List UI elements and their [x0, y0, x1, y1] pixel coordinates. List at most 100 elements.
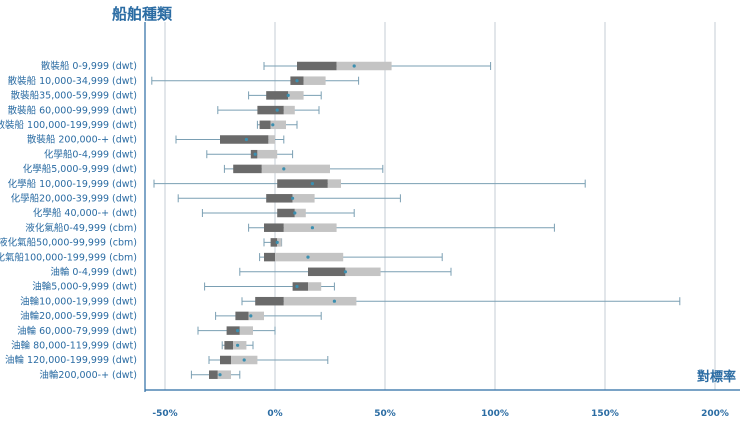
box-lower [224, 341, 234, 350]
mean-marker [352, 64, 356, 68]
category-label: 油輪 120,000-199,999 (dwt) [5, 354, 137, 366]
mean-marker [253, 152, 257, 156]
box-row [153, 179, 586, 188]
category-label: 油輪200,000-+ (dwt) [39, 369, 137, 381]
box-upper [283, 296, 357, 306]
box-row [239, 267, 452, 277]
box-upper [217, 370, 231, 379]
category-label: 液化氣船50,000-99,999 (cbm) [0, 237, 137, 249]
box-upper [288, 91, 304, 100]
box-lower [277, 208, 295, 218]
box-lower [226, 326, 240, 335]
mean-marker [275, 108, 279, 112]
mean-marker [236, 343, 240, 347]
x-tick-label: 100% [481, 409, 509, 419]
mean-marker [306, 255, 310, 259]
box-upper [327, 179, 341, 188]
box-upper [257, 149, 278, 159]
box-upper [270, 120, 286, 130]
mean-marker [275, 240, 279, 244]
box-lower [235, 311, 249, 321]
grid-lines [164, 22, 716, 390]
box-upper [233, 341, 247, 350]
box-row [208, 355, 329, 365]
category-label: 化學船 10,000-19,999 (dwt) [8, 178, 137, 190]
box-row [256, 120, 298, 130]
box-lower [259, 120, 271, 130]
box-lower [266, 194, 293, 203]
mean-marker [242, 358, 246, 362]
category-label: 油輪 0-4,999 (dwt) [50, 266, 137, 278]
x-tick-labels: -50% 0% 50% 100% 150% 200% [152, 409, 729, 419]
category-label: 散裝船 200,000-+ (dwt) [27, 134, 137, 146]
category-label: 散裝船35,000-59,999 (dwt) [11, 90, 137, 102]
box-lower [220, 355, 231, 365]
category-label: 化學船0-4,999 (dwt) [44, 148, 137, 160]
category-label: 油輪5,000-9,999 (dwt) [32, 281, 137, 293]
mean-marker [282, 167, 286, 171]
box-lower [264, 252, 275, 262]
box-row [175, 135, 285, 144]
box-row [177, 194, 401, 203]
chart-title: 船舶種類 [112, 5, 173, 23]
box-upper [268, 135, 275, 144]
mean-marker [286, 93, 290, 97]
category-label: 化學船20,000-39,999 (dwt) [11, 193, 137, 205]
box-row [248, 223, 555, 232]
box-lower [270, 238, 278, 247]
box-row [197, 326, 276, 335]
mean-marker [291, 196, 295, 200]
box-row [215, 311, 322, 321]
box-upper [261, 164, 330, 174]
box-lower [297, 61, 337, 71]
mean-marker [271, 123, 275, 127]
box-lower [255, 296, 284, 306]
category-label: 化學船5,000-9,999 (dwt) [23, 163, 137, 175]
box-row [221, 341, 254, 350]
box-row [151, 76, 360, 85]
box-row [217, 105, 320, 115]
mean-marker [249, 314, 253, 318]
x-axis-label: 對標率 [697, 369, 736, 385]
box-upper [345, 267, 381, 277]
mean-marker [293, 211, 297, 215]
box-row [263, 61, 492, 71]
box-upper [239, 326, 253, 335]
mean-marker [332, 299, 336, 303]
box-lower [233, 164, 262, 174]
category-label: 液化氣船0-49,999 (cbm) [25, 222, 137, 234]
box-upper [248, 311, 264, 321]
box-upper [308, 282, 322, 291]
category-label: 油輪20,000-59,999 (dwt) [20, 310, 137, 322]
category-labels: 散裝船 0-9,999 (dwt) 散裝船 10,000-34,999 (dwt)… [0, 60, 137, 381]
category-label: 散裝船 10,000-34,999 (dwt) [8, 75, 137, 87]
x-tick-label: 200% [701, 409, 729, 419]
box-row [204, 282, 335, 291]
mean-marker [244, 137, 248, 142]
box-lower [266, 91, 289, 100]
box-row [263, 238, 283, 247]
mean-marker [218, 373, 222, 377]
category-label: 油輪10,000-19,999 (dwt) [20, 295, 137, 307]
category-label: 液化氣船100,000-199,999 (cbm) [0, 251, 137, 263]
box-upper [292, 194, 315, 203]
box-row [206, 149, 294, 159]
mean-marker [310, 182, 314, 186]
mean-marker [295, 79, 299, 83]
box-lower [308, 267, 346, 277]
category-label: 化學船 40,000-+ (dwt) [33, 207, 137, 219]
box-lower [264, 223, 284, 232]
x-tick-label: -50% [152, 409, 177, 419]
mean-marker [236, 329, 240, 333]
box-upper [336, 61, 392, 71]
box-row [223, 164, 384, 174]
box-lower [209, 370, 218, 379]
box-upper [303, 76, 326, 85]
category-label: 散裝船 100,000-199,999 (dwt) [0, 119, 137, 131]
mean-marker [295, 284, 299, 289]
x-tick-label: 50% [374, 409, 396, 419]
box-upper [294, 208, 306, 218]
category-label: 散裝船 0-9,999 (dwt) [41, 60, 137, 72]
box-lower [277, 179, 328, 188]
